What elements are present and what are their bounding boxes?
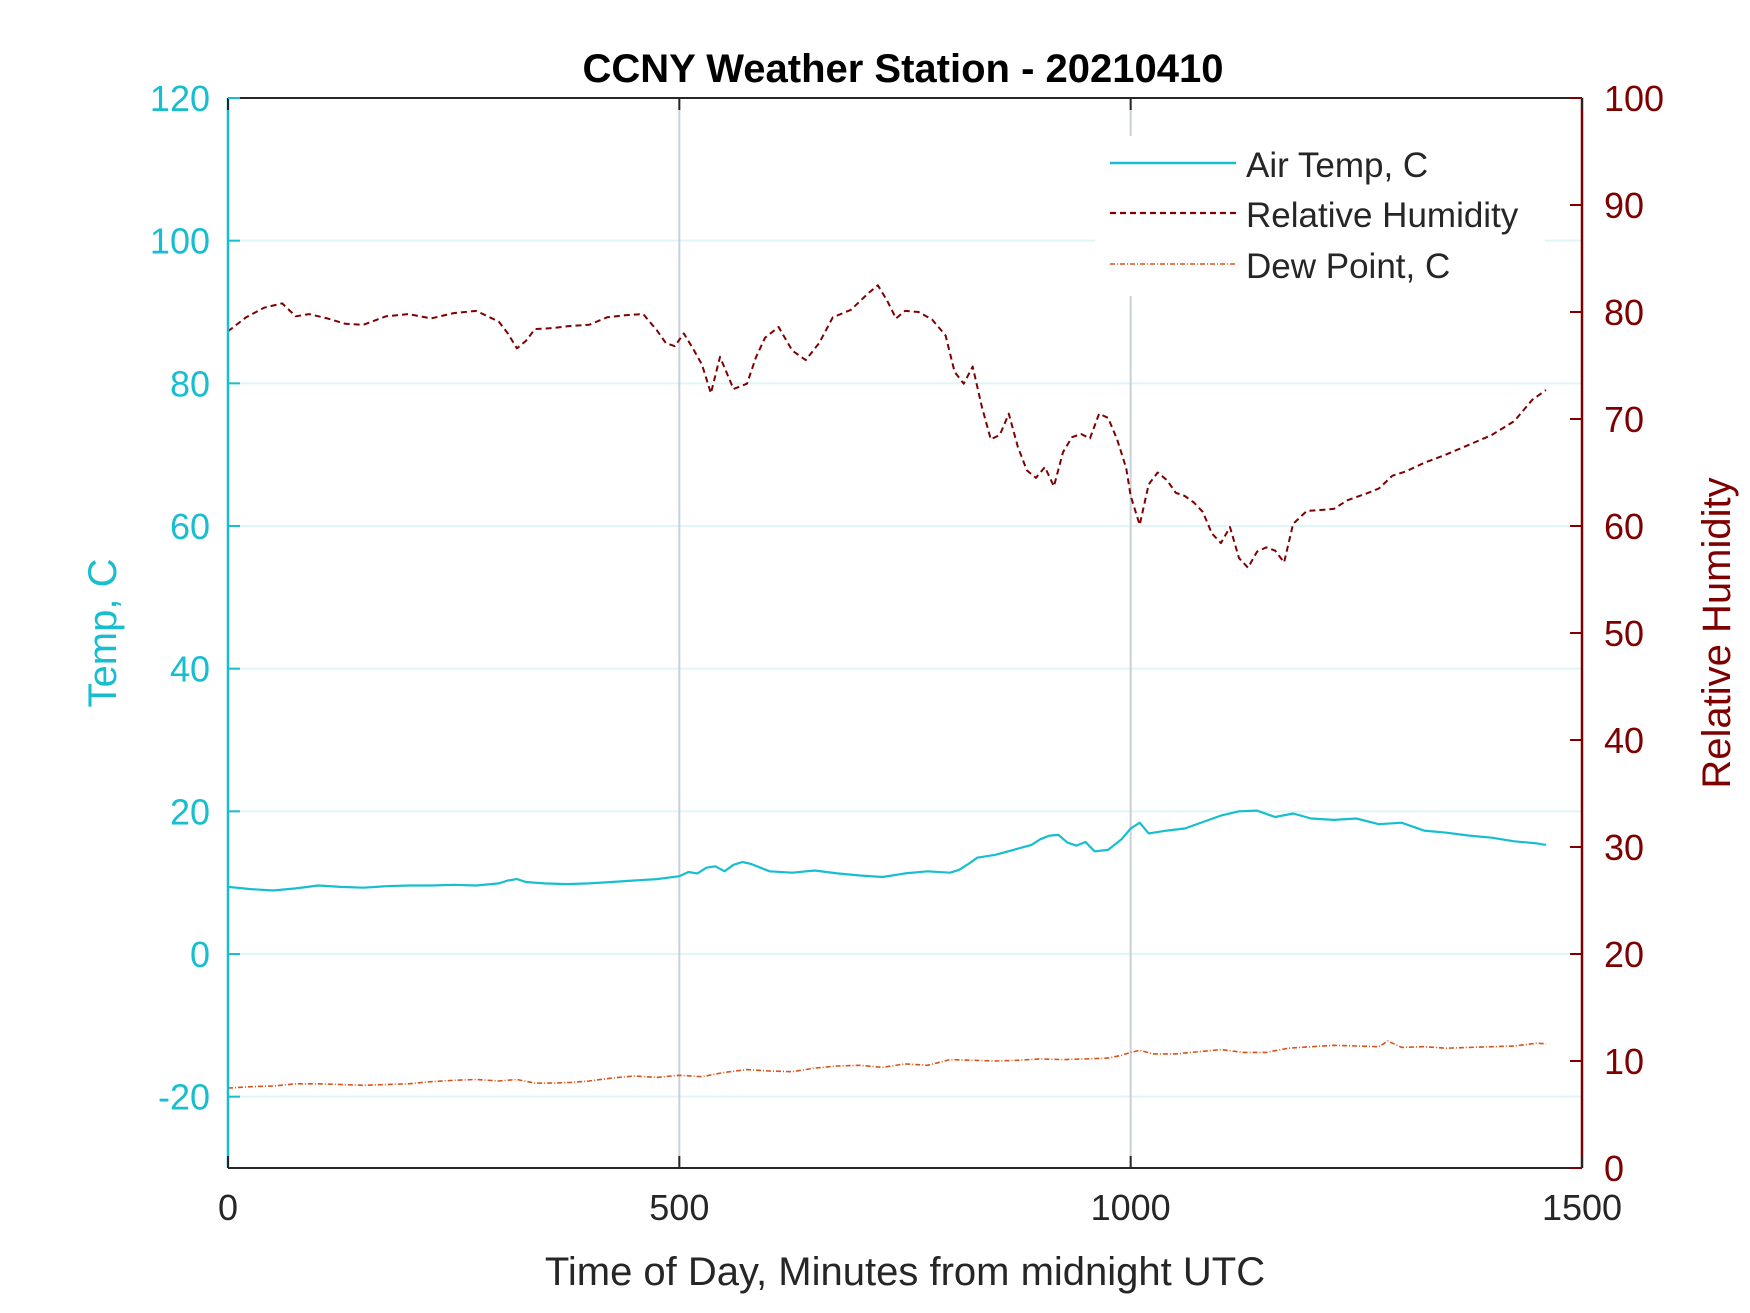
x-tick-label-0: 0 (218, 1187, 238, 1228)
y-tick-label-left-3: 40 (170, 649, 210, 690)
y-tick-label-right-1: 10 (1604, 1041, 1644, 1082)
y-tick-label-right-4: 40 (1604, 720, 1644, 761)
x-tick-label-2: 1000 (1091, 1187, 1171, 1228)
y-tick-label-right-2: 20 (1604, 934, 1644, 975)
legend-label-air-temp: Air Temp, C (1246, 146, 1428, 185)
y-tick-label-right-6: 60 (1604, 506, 1644, 547)
y-tick-label-left-0: -20 (158, 1077, 210, 1118)
y-tick-label-right-10: 100 (1604, 78, 1664, 119)
y-tick-label-right-0: 0 (1604, 1148, 1624, 1189)
y-tick-label-right-8: 80 (1604, 292, 1644, 333)
series-layer (227, 284, 1547, 1089)
y-tick-label-left-5: 80 (170, 363, 210, 404)
y-tick-label-left-2: 20 (170, 791, 210, 832)
y-axis-label-right: Relative Humidity (1695, 477, 1739, 788)
chart-title: CCNY Weather Station - 20210410 (583, 47, 1224, 91)
y-tick-label-left-4: 60 (170, 506, 210, 547)
y-tick-label-left-1: 0 (190, 934, 210, 975)
y-tick-label-left-7: 120 (150, 78, 210, 119)
y-tick-label-right-5: 50 (1604, 613, 1644, 654)
y-tick-label-right-7: 70 (1604, 399, 1644, 440)
x-tick-label-1: 500 (649, 1187, 709, 1228)
ticks: 0 500 1000 1500 -20 0 20 40 60 80 100 120 0 10 20 30 40 5… (150, 78, 1664, 1228)
series-dew-point (227, 1040, 1546, 1089)
legend: Air Temp, C Relative Humidity Dew Point,… (1095, 136, 1545, 296)
y-axis-label-left: Temp, C (81, 559, 125, 708)
series-relative-humidity (227, 284, 1547, 569)
y-tick-label-left-6: 100 (150, 221, 210, 262)
series-air-temp (227, 809, 1547, 892)
x-axis-label: Time of Day, Minutes from midnight UTC (545, 1250, 1265, 1294)
y-tick-label-right-9: 90 (1604, 185, 1644, 226)
legend-label-relative-humidity: Relative Humidity (1246, 196, 1519, 235)
y-tick-label-right-3: 30 (1604, 827, 1644, 868)
legend-label-dew-point: Dew Point, C (1246, 247, 1450, 286)
x-tick-label-3: 1500 (1542, 1187, 1622, 1228)
